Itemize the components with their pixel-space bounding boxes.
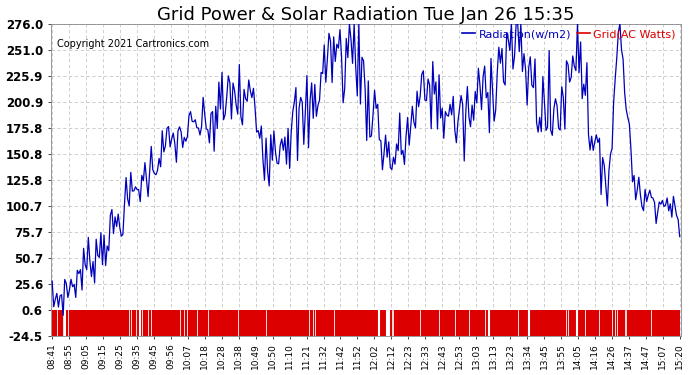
Title: Grid Power & Solar Radiation Tue Jan 26 15:35: Grid Power & Solar Radiation Tue Jan 26 … bbox=[157, 6, 575, 24]
Text: Copyright 2021 Cartronics.com: Copyright 2021 Cartronics.com bbox=[57, 39, 209, 50]
Legend: Radiation(w/m2), Grid(AC Watts): Radiation(w/m2), Grid(AC Watts) bbox=[457, 25, 680, 44]
